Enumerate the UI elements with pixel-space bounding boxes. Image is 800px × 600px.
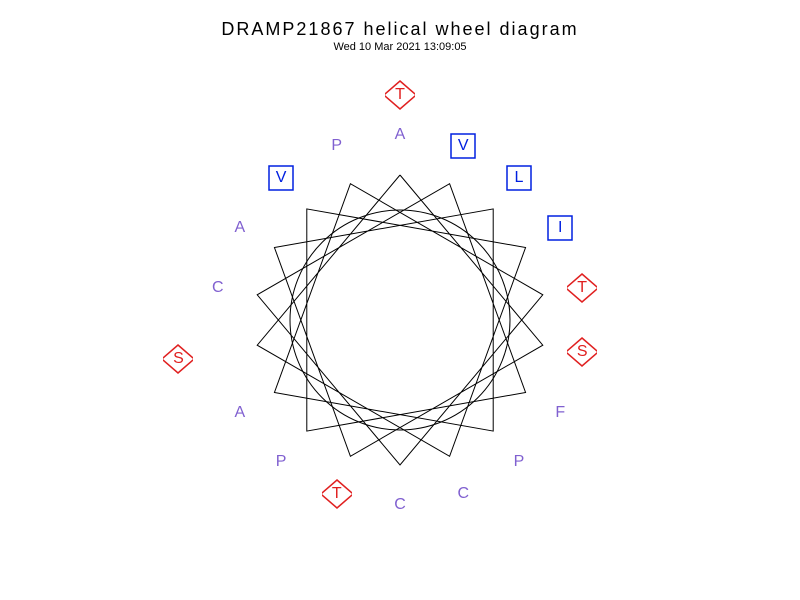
residue-15: I [545,213,575,243]
residue-letter: C [457,485,469,503]
residue-5: P [504,447,534,477]
residue-letter: P [331,137,342,155]
residue-letter: S [577,343,588,361]
residue-7: P [322,131,352,161]
residue-1: S [567,337,597,367]
residue-letter: C [212,279,224,297]
residue-letter: V [458,137,469,155]
residue-letter: T [332,485,342,503]
residue-letter: T [395,86,405,104]
residue-0: A [385,120,415,150]
residue-10: C [203,273,233,303]
residue-letter: L [514,169,523,187]
residue-letter: F [555,404,565,422]
residue-4: L [504,163,534,193]
residue-2: T [322,479,352,509]
residue-14: V [266,163,296,193]
residue-8: T [567,273,597,303]
residue-16: C [448,479,478,509]
residue-letter: A [234,219,245,237]
residue-12: F [545,398,575,428]
residue-letter: P [514,453,525,471]
residue-letter: A [395,126,406,144]
residue-letter: C [394,496,406,514]
residue-13: P [266,447,296,477]
residue-9: C [385,490,415,520]
residue-6: A [225,398,255,428]
residue-letter: S [173,350,184,368]
residue-letter: T [577,279,587,297]
residue-letter: A [234,404,245,422]
residue-11: V [448,131,478,161]
residue-letter: P [276,453,287,471]
residue-letter: V [276,169,287,187]
residue-17: S [163,344,193,374]
residue-3: A [225,213,255,243]
residue-letter: I [558,219,562,237]
residue-18: T [385,80,415,110]
